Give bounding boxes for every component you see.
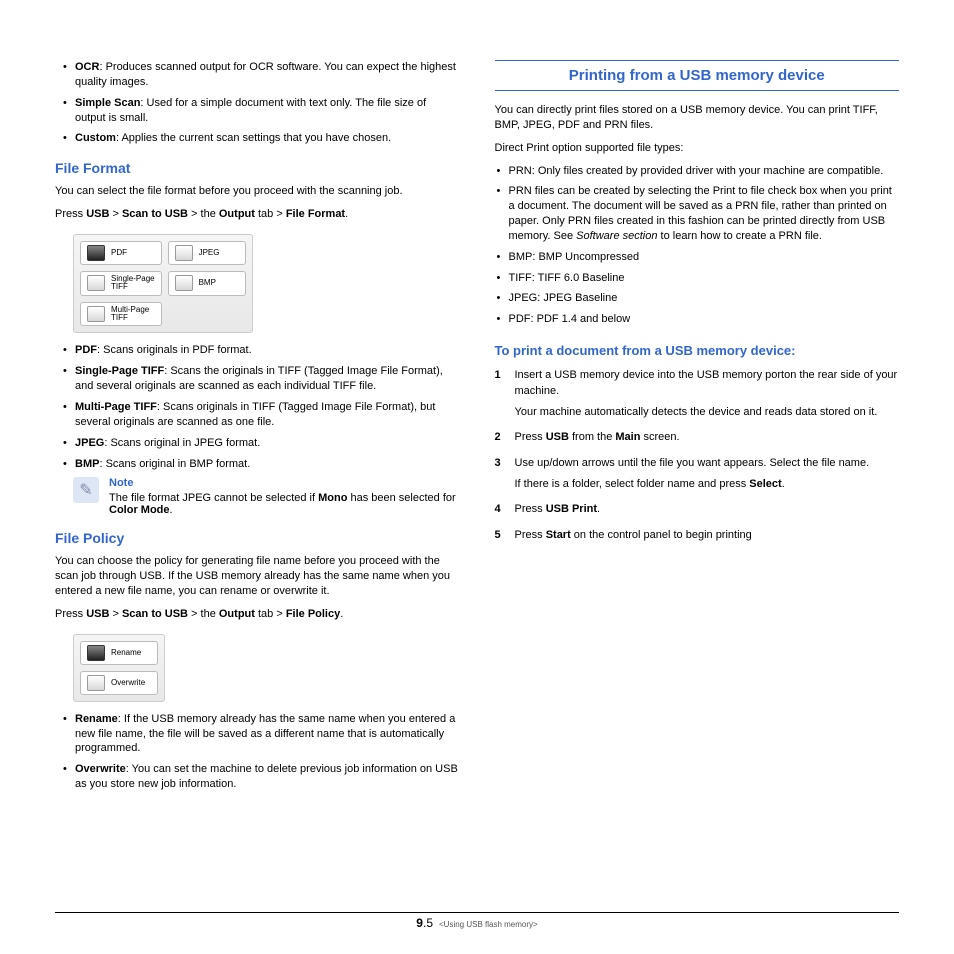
- chapter-label: <Using USB flash memory>: [439, 920, 538, 929]
- ui-option-button[interactable]: PDF: [80, 241, 162, 265]
- printing-banner: Printing from a USB memory device: [495, 60, 900, 91]
- left-column: OCR: Produces scanned output for OCR sof…: [55, 60, 460, 798]
- file-policy-heading: File Policy: [55, 530, 460, 546]
- step-item: 1Insert a USB memory device into the USB…: [495, 368, 900, 420]
- list-item: Overwrite: You can set the machine to de…: [75, 762, 460, 792]
- list-item: PRN files can be created by selecting th…: [509, 184, 900, 243]
- list-item: PDF: Scans originals in PDF format.: [75, 343, 460, 358]
- option-swatch: [87, 245, 105, 261]
- ui-option-button[interactable]: Overwrite: [80, 671, 158, 695]
- ui-option-button[interactable]: Multi-PageTIFF: [80, 302, 162, 327]
- note-block: ✎ Note The file format JPEG cannot be se…: [73, 477, 460, 516]
- step-text: Press Start on the control panel to begi…: [515, 528, 900, 543]
- note-icon: ✎: [73, 477, 99, 503]
- step-item: 2Press USB from the Main screen.: [495, 430, 900, 445]
- file-policy-path: Press USB > Scan to USB > the Output tab…: [55, 607, 460, 622]
- ui-option-button[interactable]: Single-PageTIFF: [80, 271, 162, 296]
- list-item: BMP: BMP Uncompressed: [509, 250, 900, 265]
- list-item: PRN: Only files created by provided driv…: [509, 164, 900, 179]
- step-text: Insert a USB memory device into the USB …: [515, 368, 900, 420]
- list-item: Single-Page TIFF: Scans the originals in…: [75, 364, 460, 394]
- ui-option-button[interactable]: Rename: [80, 641, 158, 665]
- step-text: Press USB from the Main screen.: [515, 430, 900, 445]
- file-format-bullets: PDF: Scans originals in PDF format. Singl…: [55, 343, 460, 471]
- step-item: 3Use up/down arrows until the file you w…: [495, 456, 900, 493]
- step-number: 5: [495, 528, 515, 543]
- file-policy-ui-panel: Rename Overwrite: [73, 634, 165, 702]
- step-text: Press USB Print.: [515, 502, 900, 517]
- option-swatch: [175, 245, 193, 261]
- list-item: OCR: Produces scanned output for OCR sof…: [75, 60, 460, 90]
- step-number: 3: [495, 456, 515, 493]
- list-item: Rename: If the USB memory already has th…: [75, 712, 460, 757]
- list-item: TIFF: TIFF 6.0 Baseline: [509, 271, 900, 286]
- printing-intro: You can directly print files stored on a…: [495, 103, 900, 133]
- note-text: Note The file format JPEG cannot be sele…: [109, 477, 460, 516]
- supported-list: PRN: Only files created by provided driv…: [495, 164, 900, 328]
- note-title: Note: [109, 477, 460, 489]
- right-column: Printing from a USB memory device You ca…: [495, 60, 900, 798]
- option-swatch: [175, 275, 193, 291]
- list-item: JPEG: JPEG Baseline: [509, 291, 900, 306]
- step-item: 5Press Start on the control panel to beg…: [495, 528, 900, 543]
- list-item: JPEG: Scans original in JPEG format.: [75, 436, 460, 451]
- option-swatch: [87, 306, 105, 322]
- file-format-ui-panel: PDF JPEG Single-PageTIFF BMP Multi-PageTIFF: [73, 234, 253, 334]
- list-item: PDF: PDF 1.4 and below: [509, 312, 900, 327]
- step-number: 4: [495, 502, 515, 517]
- step-number: 1: [495, 368, 515, 420]
- option-label: Multi-PageTIFF: [111, 306, 149, 323]
- steps-list: 1Insert a USB memory device into the USB…: [495, 368, 900, 543]
- option-swatch: [87, 275, 105, 291]
- page-columns: OCR: Produces scanned output for OCR sof…: [55, 60, 899, 798]
- file-format-intro: You can select the file format before yo…: [55, 184, 460, 199]
- list-item: Multi-Page TIFF: Scans originals in TIFF…: [75, 400, 460, 430]
- ui-option-button[interactable]: BMP: [168, 271, 246, 296]
- list-item: Custom: Applies the current scan setting…: [75, 131, 460, 146]
- file-format-path: Press USB > Scan to USB > the Output tab…: [55, 207, 460, 222]
- option-swatch: [87, 645, 105, 661]
- file-policy-bullets: Rename: If the USB memory already has th…: [55, 712, 460, 792]
- file-policy-intro: You can choose the policy for generating…: [55, 554, 460, 599]
- file-format-heading: File Format: [55, 160, 460, 176]
- top-bullet-list: OCR: Produces scanned output for OCR sof…: [55, 60, 460, 146]
- option-swatch: [87, 675, 105, 691]
- ui-option-button[interactable]: JPEG: [168, 241, 246, 265]
- option-label: Single-PageTIFF: [111, 275, 155, 292]
- note-body: The file format JPEG cannot be selected …: [109, 492, 460, 516]
- step-text: Use up/down arrows until the file you wa…: [515, 456, 900, 493]
- page-footer: 9.5 <Using USB flash memory>: [55, 912, 899, 930]
- option-label: Rename: [111, 649, 141, 657]
- option-label: PDF: [111, 249, 127, 257]
- option-label: JPEG: [199, 249, 220, 257]
- step-number: 2: [495, 430, 515, 445]
- step-item: 4Press USB Print.: [495, 502, 900, 517]
- option-label: Overwrite: [111, 679, 145, 687]
- option-label: BMP: [199, 279, 216, 287]
- supported-intro: Direct Print option supported file types…: [495, 141, 900, 156]
- howto-heading: To print a document from a USB memory de…: [495, 343, 900, 358]
- list-item: BMP: Scans original in BMP format.: [75, 457, 460, 472]
- page-number: 9.5: [416, 916, 433, 930]
- list-item: Simple Scan: Used for a simple document …: [75, 96, 460, 126]
